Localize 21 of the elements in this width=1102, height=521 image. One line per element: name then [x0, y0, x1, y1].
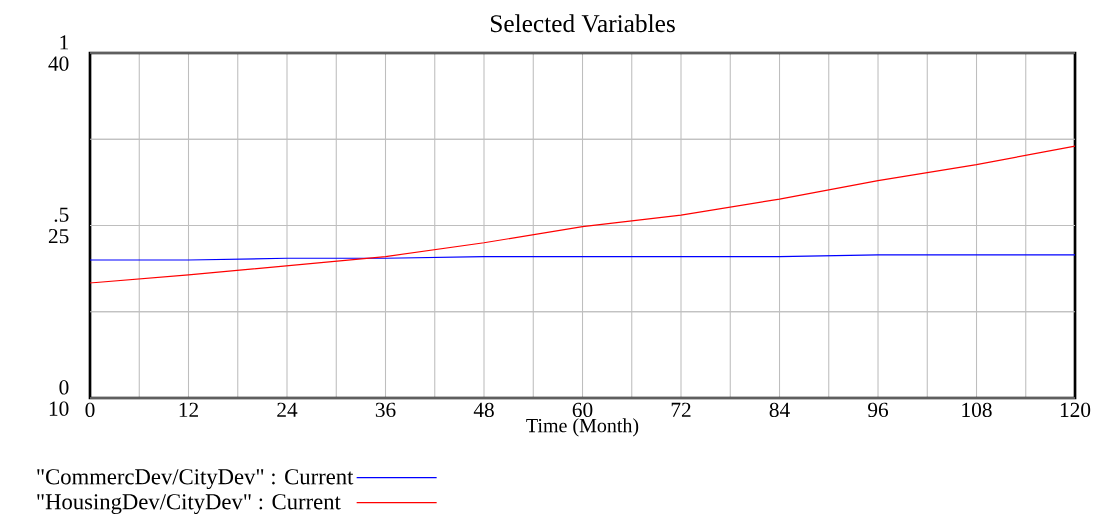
- x-tick-label: 72: [671, 402, 691, 417]
- y2-tick-label: 25: [48, 229, 69, 244]
- x-axis-title: Time (Month): [526, 418, 639, 437]
- y2-tick-label: 10: [49, 401, 69, 416]
- y-tick-label: 1: [60, 35, 69, 50]
- x-tick-label: 96: [868, 402, 889, 418]
- x-tick-label: 84: [769, 402, 790, 418]
- x-tick-label: 24: [277, 402, 298, 417]
- legend-label: "HousingDev/CityDev" : Current: [37, 494, 341, 515]
- x-tick-label: 12: [179, 402, 198, 417]
- x-tick-label: 0: [85, 402, 95, 418]
- chart-title: Selected Variables: [491, 14, 675, 33]
- x-tick-label: 60: [572, 402, 593, 418]
- x-tick-label: 36: [375, 402, 396, 418]
- x-tick-label: 108: [962, 402, 992, 418]
- y2-tick-label: 40: [48, 56, 69, 71]
- x-tick-label: 120: [1060, 402, 1091, 418]
- legend-label: "CommercDev/CityDev" : Current: [37, 469, 354, 490]
- y-tick-label: 0: [59, 380, 69, 395]
- x-tick-label: 48: [473, 402, 494, 418]
- y-tick-label: .5: [54, 207, 69, 222]
